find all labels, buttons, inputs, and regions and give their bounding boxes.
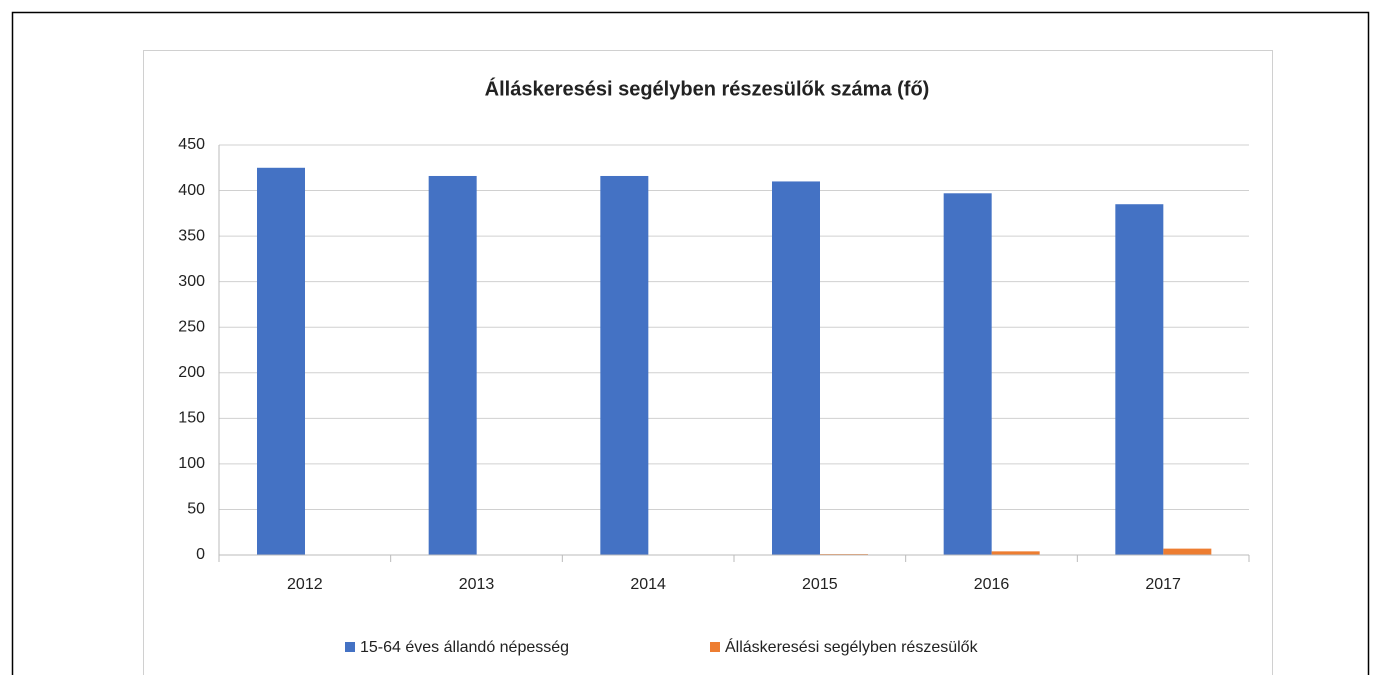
outer-frame xyxy=(11,11,1370,680)
y-tick-label: 200 xyxy=(178,364,205,381)
y-tick-label: 350 xyxy=(178,227,205,244)
y-tick-label: 150 xyxy=(178,410,205,427)
y-tick-label: 250 xyxy=(178,318,205,335)
bar xyxy=(772,181,820,555)
y-tick-label: 300 xyxy=(178,273,205,290)
bar xyxy=(600,175,649,555)
x-tick-label: 2014 xyxy=(630,576,666,593)
bar xyxy=(1115,204,1164,555)
y-tick-label: 450 xyxy=(178,136,205,153)
bar xyxy=(428,175,477,555)
bar xyxy=(257,167,305,555)
x-tick-label: 2017 xyxy=(1145,576,1181,593)
x-tick-label: 2012 xyxy=(287,576,323,593)
bar xyxy=(943,193,992,556)
y-tick-label: 400 xyxy=(178,182,205,199)
chart-frame xyxy=(143,50,1273,680)
y-tick-label: 50 xyxy=(187,501,205,518)
y-tick-label: 100 xyxy=(178,455,205,472)
x-tick-label: 2016 xyxy=(974,576,1010,593)
legend-label: Álláskeresési segélyben részesülők xyxy=(725,637,979,656)
x-tick-label: 2015 xyxy=(802,576,838,593)
y-tick-label: 0 xyxy=(196,546,205,563)
legend-swatch xyxy=(345,642,355,652)
bar xyxy=(1163,548,1212,555)
bar xyxy=(991,551,1040,555)
legend-label: 15-64 éves állandó népesség xyxy=(360,639,569,656)
x-tick-label: 2013 xyxy=(459,576,495,593)
chart-title: Álláskeresési segélyben részesülők száma… xyxy=(485,77,930,100)
legend-swatch xyxy=(710,642,720,652)
